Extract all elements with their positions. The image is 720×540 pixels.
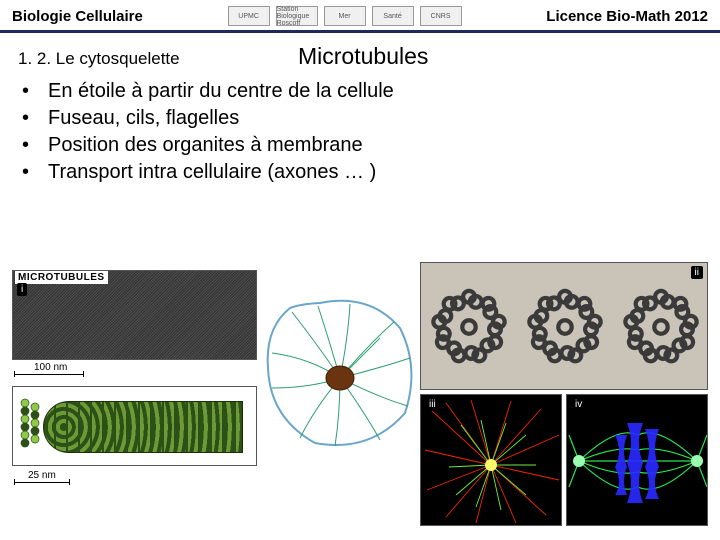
spindle-pole-icon — [691, 455, 703, 467]
microtubule-cylinder-icon — [43, 401, 243, 453]
bullet-icon: • — [22, 134, 48, 157]
list-item: • Transport intra cellulaire (axones … ) — [22, 161, 720, 184]
list-item: • En étoile à partir du centre de la cel… — [22, 80, 720, 103]
scalebar-100nm-label: 100 nm — [34, 362, 67, 373]
section-title: Microtubules — [298, 43, 428, 70]
bullet-list: • En étoile à partir du centre de la cel… — [0, 76, 720, 184]
list-item: • Position des organites à membrane — [22, 134, 720, 157]
logo-upmc: UPMC — [228, 6, 270, 26]
course-title: Biologie Cellulaire — [12, 8, 143, 25]
spindle-pole-icon — [573, 455, 585, 467]
axoneme-icon — [619, 285, 703, 369]
logo-mer: Mer — [324, 6, 366, 26]
logo-sante: Santé — [372, 6, 414, 26]
bullet-icon: • — [22, 80, 48, 103]
scalebar-100nm — [14, 374, 84, 375]
centrosome-fluor-icon — [485, 459, 497, 471]
logo-sbr: Station Biologique Roscoff — [276, 6, 318, 26]
panel-cell-cartoon — [260, 298, 420, 448]
bullet-text: Transport intra cellulaire (axones … ) — [48, 161, 376, 184]
bullet-text: Fuseau, cils, flagelles — [48, 107, 239, 130]
scalebar-25nm-label: 25 nm — [28, 470, 56, 481]
scalebar-25nm — [14, 482, 70, 483]
axoneme-icon — [427, 285, 511, 369]
licence-label: Licence Bio-Math 2012 — [546, 8, 708, 25]
panel-label-iv: iv — [571, 398, 586, 411]
panel-fluorescence-cell: iii — [420, 394, 562, 526]
bullet-text: En étoile à partir du centre de la cellu… — [48, 80, 394, 103]
slide-header: Biologie Cellulaire UPMC Station Biologi… — [0, 0, 720, 33]
figure-area: MICROTUBULES i 100 nm 25 nm — [10, 258, 710, 532]
bullet-icon: • — [22, 107, 48, 130]
protofilament-icon — [17, 397, 45, 457]
microtubules-caption: MICROTUBULES — [15, 271, 108, 284]
logo-cnrs: CNRS — [420, 6, 462, 26]
section-number: 1. 2. Le cytosquelette — [18, 49, 298, 69]
panel-mitotic-spindle: iv — [566, 394, 708, 526]
panel-axoneme-cross-section: ii — [420, 262, 708, 390]
panel-label-ii: ii — [691, 266, 703, 279]
panel-label-i: i — [17, 283, 27, 296]
axoneme-icon — [523, 285, 607, 369]
subheader: 1. 2. Le cytosquelette Microtubules — [0, 33, 720, 76]
list-item: • Fuseau, cils, flagelles — [22, 107, 720, 130]
panel-tubulin-diagram — [12, 386, 257, 466]
centrosome-icon — [326, 366, 354, 390]
bullet-icon: • — [22, 161, 48, 184]
panel-em-micrograph: MICROTUBULES i — [12, 270, 257, 360]
panel-label-iii: iii — [425, 398, 440, 411]
chromosomes-icon — [615, 423, 659, 503]
bullet-text: Position des organites à membrane — [48, 134, 363, 157]
logo-strip: UPMC Station Biologique Roscoff Mer Sant… — [228, 6, 462, 26]
